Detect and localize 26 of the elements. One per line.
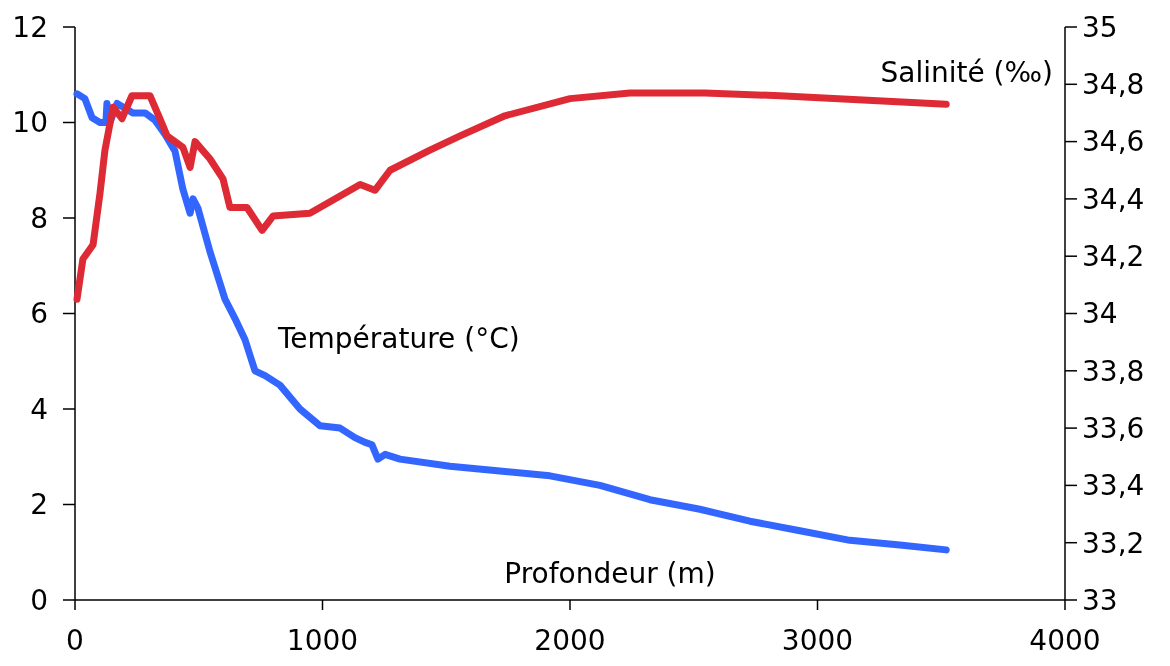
x-tick-label: 4000 xyxy=(1029,624,1101,657)
y-tick-label: 8 xyxy=(30,201,48,235)
x-tick-label: 3000 xyxy=(781,624,854,657)
y-tick-label: 4 xyxy=(30,392,48,426)
y2-tick-label: 33,8 xyxy=(1082,354,1145,388)
y2-tick-label: 33,6 xyxy=(1082,411,1145,445)
series-label: Salinité (‰) xyxy=(880,56,1053,89)
x-tick-label: 0 xyxy=(66,624,84,657)
x-axis-title: Profondeur (m) xyxy=(504,557,716,590)
x-tick-label: 2000 xyxy=(534,624,606,657)
y-tick-label: 0 xyxy=(30,583,48,617)
y2-tick-label: 34,2 xyxy=(1082,240,1145,273)
y2-tick-label: 34 xyxy=(1082,297,1118,331)
y-tick-label: 10 xyxy=(12,106,48,140)
y2-tick-label: 34,6 xyxy=(1082,125,1145,159)
y2-tick-label: 35 xyxy=(1082,10,1118,44)
series-label: Température (°C) xyxy=(276,321,520,355)
x-tick-label: 1000 xyxy=(286,624,359,657)
y2-tick-label: 34,4 xyxy=(1082,182,1145,216)
y2-tick-label: 33 xyxy=(1082,583,1118,617)
y-tick-label: 2 xyxy=(30,488,48,522)
y-tick-label: 12 xyxy=(12,10,48,44)
y2-tick-label: 33,2 xyxy=(1082,526,1145,560)
y2-tick-label: 33,4 xyxy=(1082,469,1145,503)
y-tick-label: 6 xyxy=(30,297,48,331)
y2-tick-label: 34,8 xyxy=(1082,68,1145,102)
